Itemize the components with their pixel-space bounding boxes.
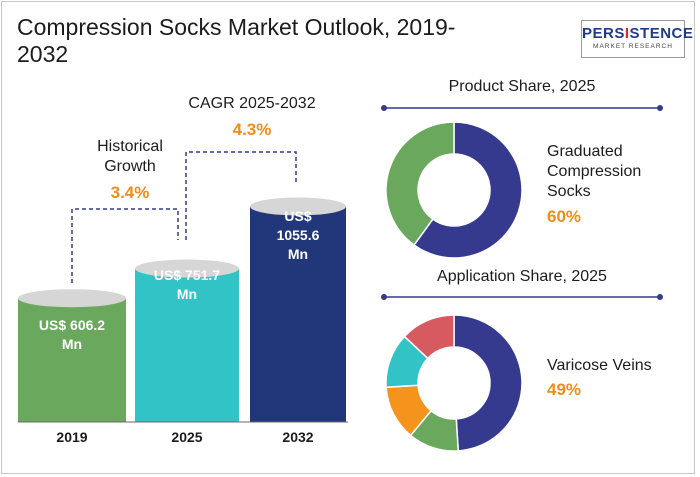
product-donut-slice-1 xyxy=(385,121,455,247)
cagr-label: CAGR 2025-2032 xyxy=(188,95,316,112)
rule-dot-right-1 xyxy=(657,105,663,111)
page-title-text: Compression Socks Market Outlook, 2019-2… xyxy=(17,14,456,67)
donut-charts xyxy=(381,105,663,452)
product-share-title: Product Share, 2025 xyxy=(448,78,596,95)
bar-2025 xyxy=(135,259,239,422)
x-tick-2025: 2025 xyxy=(171,429,203,445)
product-highlight-label: Graduated Compression Socks xyxy=(547,143,642,200)
page-title: Compression Socks Market Outlook, 2019-2… xyxy=(17,14,487,68)
application-donut-slice-4 xyxy=(403,314,455,360)
bar-2019 xyxy=(18,289,126,422)
bar-value-label-2032: US$ 1055.6 Mn xyxy=(258,207,338,264)
bar-value-text-2019: US$ 606.2 Mn xyxy=(38,317,106,352)
cagr-connector xyxy=(185,151,297,240)
bar-body-2032 xyxy=(250,206,346,422)
bar-value-text-2032: US$ 1055.6 Mn xyxy=(276,208,320,262)
historical-growth-label: Historical Growth xyxy=(97,138,163,175)
bar-cap-2019 xyxy=(18,289,126,308)
bar-value-text-2025: US$ 751.7 Mn xyxy=(153,267,221,302)
bar-cap-2025 xyxy=(135,259,239,278)
product-highlight-value: 60% xyxy=(547,207,582,226)
hist-growth-connector xyxy=(71,208,179,283)
bar-body-2019 xyxy=(18,298,126,422)
rule-dot-right-2 xyxy=(657,294,663,300)
bar-cap-2032 xyxy=(250,197,346,216)
persistence-logo: PERSISTENCE MARKET RESEARCH xyxy=(581,20,693,58)
rule-dot-left-2 xyxy=(381,294,387,300)
logo-part-a: PERS xyxy=(582,25,625,42)
rule-dot-left-1 xyxy=(381,105,387,111)
application-highlight-value: 49% xyxy=(547,380,582,399)
x-tick-2032: 2032 xyxy=(282,429,314,445)
application-share-title: Application Share, 2025 xyxy=(437,268,607,285)
logo-wordmark: PERSISTENCE xyxy=(582,25,693,42)
cagr-value: 4.3% xyxy=(232,120,272,139)
historical-growth-value: 3.4% xyxy=(110,183,150,202)
bar-2032 xyxy=(250,197,346,422)
application-highlight-label: Varicose Veins xyxy=(547,357,652,374)
bar-value-label-2025: US$ 751.7 Mn xyxy=(135,266,239,304)
bar-value-label-2019: US$ 606.2 Mn xyxy=(18,316,126,354)
logo-subtitle: MARKET RESEARCH xyxy=(593,43,673,50)
application-donut-slice-0 xyxy=(453,314,523,452)
bar-chart xyxy=(18,151,348,423)
bar-body-2025 xyxy=(135,268,239,422)
logo-part-b: I xyxy=(624,25,630,42)
logo-part-c: STENCE xyxy=(629,25,694,42)
product-donut-slice-0 xyxy=(412,121,523,259)
x-tick-2019: 2019 xyxy=(56,429,88,445)
